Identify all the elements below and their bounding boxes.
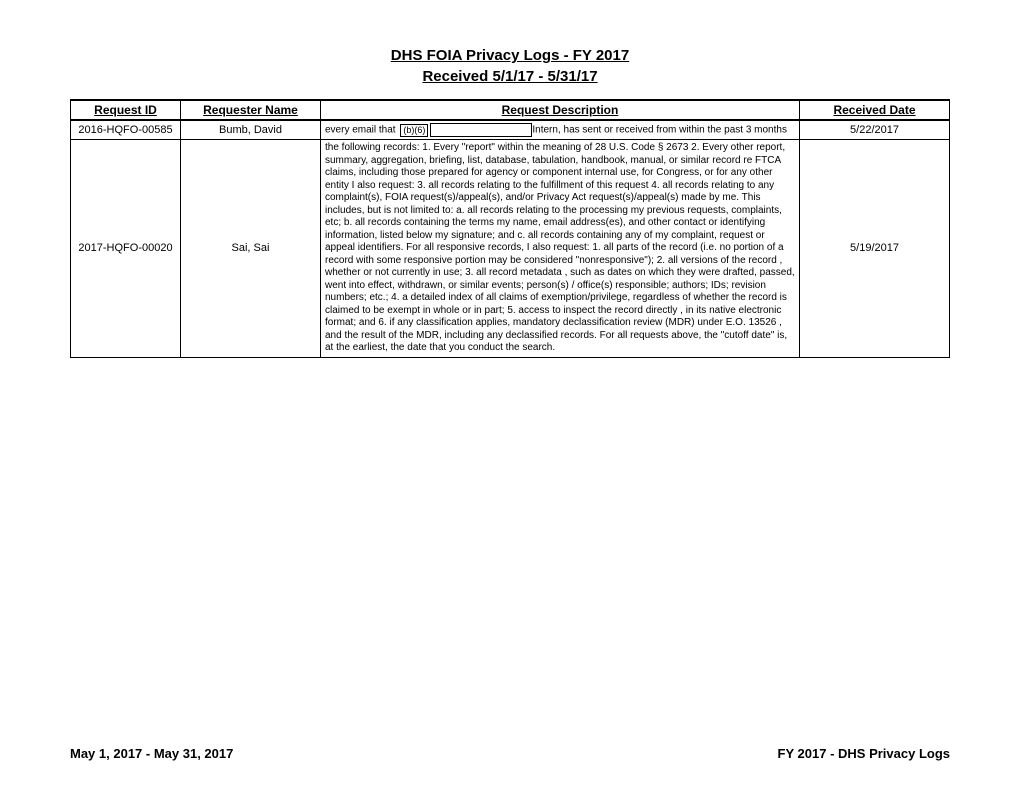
cell-description: the following records: 1. Every "report"… [321,140,800,358]
footer-left: May 1, 2017 - May 31, 2017 [70,746,233,761]
cell-received-date: 5/22/2017 [800,120,950,140]
col-description: Request Description [321,100,800,120]
cell-received-date: 5/19/2017 [800,140,950,358]
col-request-id: Request ID [71,100,181,120]
table-row: 2017-HQFO-00020 Sai, Sai the following r… [71,140,950,358]
cell-request-id: 2016-HQFO-00585 [71,120,181,140]
foia-log-table: Request ID Requester Name Request Descri… [70,99,950,358]
redaction-box: (b)(6) [400,124,428,137]
col-requester: Requester Name [181,100,321,120]
footer-right: FY 2017 - DHS Privacy Logs [778,746,950,761]
table-row: 2016-HQFO-00585 Bumb, David every email … [71,120,950,140]
desc-text: every email that [325,125,398,136]
desc-text: Intern, has sent [532,125,601,136]
desc-text: or received from within the past 3 month… [604,125,787,136]
title-line-1: DHS FOIA Privacy Logs - FY 2017 [70,45,950,66]
cell-requester: Sai, Sai [181,140,321,358]
table-header-row: Request ID Requester Name Request Descri… [71,100,950,120]
col-received: Received Date [800,100,950,120]
redaction-gap [430,123,532,137]
cell-requester: Bumb, David [181,120,321,140]
page-footer: May 1, 2017 - May 31, 2017 FY 2017 - DHS… [70,746,950,761]
cell-request-id: 2017-HQFO-00020 [71,140,181,358]
cell-description: every email that (b)(6)Intern, has sent … [321,120,800,140]
page-header: DHS FOIA Privacy Logs - FY 2017 Received… [70,45,950,87]
title-line-2: Received 5/1/17 - 5/31/17 [70,66,950,87]
